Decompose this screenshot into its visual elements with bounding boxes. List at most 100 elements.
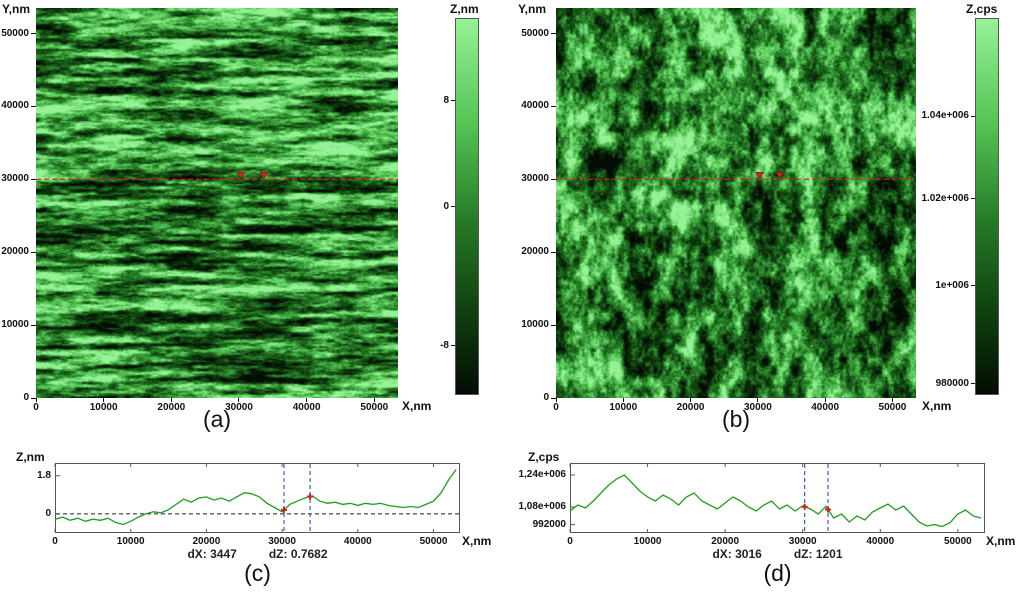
panel-b-colorbar-tick-label: 1.04e+006 <box>921 110 969 122</box>
panel-a-y-tick-mark <box>31 105 36 107</box>
panel-c-y-tick-label: 0 <box>45 507 51 519</box>
panel-a-x-tick-label: 40000 <box>292 402 321 413</box>
panel-b-colorbar-tick-mark <box>971 285 975 287</box>
panel-b-y-tick-mark <box>551 178 556 180</box>
panel-d-x-tick-label: 30000 <box>788 536 817 547</box>
panel-b-x-tick-mark <box>824 398 826 402</box>
panel-a-y-tick-label: 10000 <box>1 319 29 331</box>
panel-d-dz-value: dZ: 1201 <box>793 547 843 561</box>
panel-d-measurements: dX: 3016 dZ: 1201 <box>570 547 985 561</box>
panel-c-dx-value: dX: 3447 <box>187 547 237 561</box>
panel-c-x-tick-label: 20000 <box>192 536 221 547</box>
panel-b-y-tick-mark <box>551 397 556 399</box>
panel-a-x-tick-label: 0 <box>33 402 39 413</box>
panel-a-y-tick-mark <box>31 324 36 326</box>
panel-b-colorbar-tick-mark <box>971 198 975 200</box>
panel-b-x-tick-mark <box>690 398 692 402</box>
afm-image-b <box>556 8 916 398</box>
panel-a-y-tick-label: 30000 <box>1 173 29 185</box>
panel-a-y-tick-label: 40000 <box>1 100 29 112</box>
panel-b-x-tick-mark <box>891 398 893 402</box>
panel-d-y-tick-label: 1,08e+006 <box>518 501 566 512</box>
panel-a-colorbar-tick-label: 0 <box>443 200 449 212</box>
panel-c-x-axis-label: X,nm <box>462 534 492 548</box>
panel-a-x-tick-mark <box>373 398 375 402</box>
panel-b-x-tick-label: 20000 <box>676 402 705 413</box>
panel-c-measurements: dX: 3447 dZ: 0.7682 <box>55 547 460 561</box>
panel-b-colorbar-tick-label: 980000 <box>935 377 969 389</box>
panel-a-y-axis-label: Y,nm <box>2 2 31 16</box>
panel-c-x-tick-label: 50000 <box>419 536 448 547</box>
panel-a-x-tick-mark <box>170 398 172 402</box>
panel-b-x-tick-mark <box>757 398 759 402</box>
panel-a-y-tick-mark <box>31 178 36 180</box>
panel-d-x-tick-label: 10000 <box>633 536 662 547</box>
panel-b-y-tick-label: 40000 <box>521 100 549 112</box>
profile-plot-d <box>569 463 985 533</box>
panel-b-y-tick-label: 10000 <box>521 319 549 331</box>
panel-a-y-tick-label: 20000 <box>1 246 29 258</box>
panel-b-colorbar-tick-mark <box>971 115 975 117</box>
panel-a-y-tick-mark <box>31 33 36 34</box>
panel-b-x-tick-label: 50000 <box>878 402 907 413</box>
panel-d-x-tick-label: 50000 <box>943 536 972 547</box>
panel-b-label: (b) <box>721 406 751 432</box>
panel-b-x-tick-mark <box>555 398 557 402</box>
panel-c-y-axis-label: Z,nm <box>16 450 45 464</box>
panel-c-x-tick-label: 40000 <box>343 536 372 547</box>
panel-b-y-tick-mark <box>551 251 556 253</box>
panel-b-x-tick-label: 10000 <box>609 402 638 413</box>
panel-a-x-tick-label: 50000 <box>360 402 389 413</box>
panel-a-y-tick-mark <box>31 251 36 253</box>
panel-c-x-tick-label: 30000 <box>268 536 296 547</box>
panel-a-colorbar-tick-label: -8 <box>440 339 449 351</box>
panel-d-y-tick-label: 992000 <box>532 518 566 530</box>
panel-a-x-axis-label: X,nm <box>402 399 432 413</box>
panel-a-x-tick-label: 20000 <box>157 402 186 413</box>
panel-a-label: (a) <box>202 406 232 432</box>
panel-b-y-tick-mark <box>551 105 556 107</box>
panel-a-x-tick-mark <box>238 398 240 402</box>
panel-b-colorbar-tick-label: 1e+006 <box>935 279 969 291</box>
panel-a-colorbar-tick-mark <box>451 100 455 102</box>
panel-b-x-tick-label: 30000 <box>743 402 772 413</box>
panel-b-colorbar-tick-mark <box>971 383 975 385</box>
panel-d-x-tick-label: 20000 <box>711 536 740 547</box>
colorbar-a <box>455 18 479 395</box>
panel-b-x-axis-label: X,nm <box>922 399 952 413</box>
panel-a-y-tick-mark <box>31 397 36 399</box>
panel-c-x-tick-label: 0 <box>52 536 58 547</box>
panel-b-x-tick-label: 40000 <box>811 402 840 413</box>
profile-plot-c <box>54 463 460 533</box>
panel-d-y-tick-label: 1,24e+006 <box>518 469 566 480</box>
panel-b-y-tick-label: 20000 <box>521 246 549 258</box>
panel-c-y-tick-label: 1.8 <box>37 469 51 481</box>
panel-c-label: (c) <box>244 560 271 586</box>
afm-image-a <box>36 8 398 398</box>
panel-a-y-tick-label: 50000 <box>1 27 29 39</box>
panel-b-y-axis-label: Y,nm <box>518 2 547 16</box>
panel-b-y-tick-label: 30000 <box>521 173 549 185</box>
panel-d-y-axis-label: Z,cps <box>528 450 560 464</box>
panel-d-x-tick-label: 40000 <box>866 536 895 547</box>
panel-b-colorbar-tick-label: 1.02e+006 <box>921 192 969 204</box>
panel-b-y-tick-mark <box>551 324 556 326</box>
panel-a-x-tick-mark <box>103 398 105 402</box>
panel-d-label: (d) <box>763 560 792 586</box>
panel-b-x-tick-label: 0 <box>553 402 559 413</box>
panel-a-colorbar-tick-mark <box>451 206 455 207</box>
panel-b-y-tick-label: 50000 <box>521 27 549 39</box>
panel-a-colorbar-tick-mark <box>451 345 455 347</box>
panel-b-x-tick-mark <box>622 398 624 402</box>
panel-a-x-tick-mark <box>35 398 37 402</box>
panel-a-y-tick-label: 0 <box>23 392 29 403</box>
panel-a-x-tick-label: 30000 <box>225 402 253 413</box>
colorbar-a-label: Z,nm <box>450 2 479 16</box>
panel-d-x-axis-label: X,nm <box>986 534 1016 548</box>
colorbar-b-label: Z,cps <box>966 2 998 16</box>
panel-a-x-tick-label: 10000 <box>89 402 118 413</box>
panel-d-x-tick-label: 0 <box>567 536 573 547</box>
panel-c-dz-value: dZ: 0.7682 <box>268 547 328 561</box>
panel-b-y-tick-mark <box>551 33 556 34</box>
